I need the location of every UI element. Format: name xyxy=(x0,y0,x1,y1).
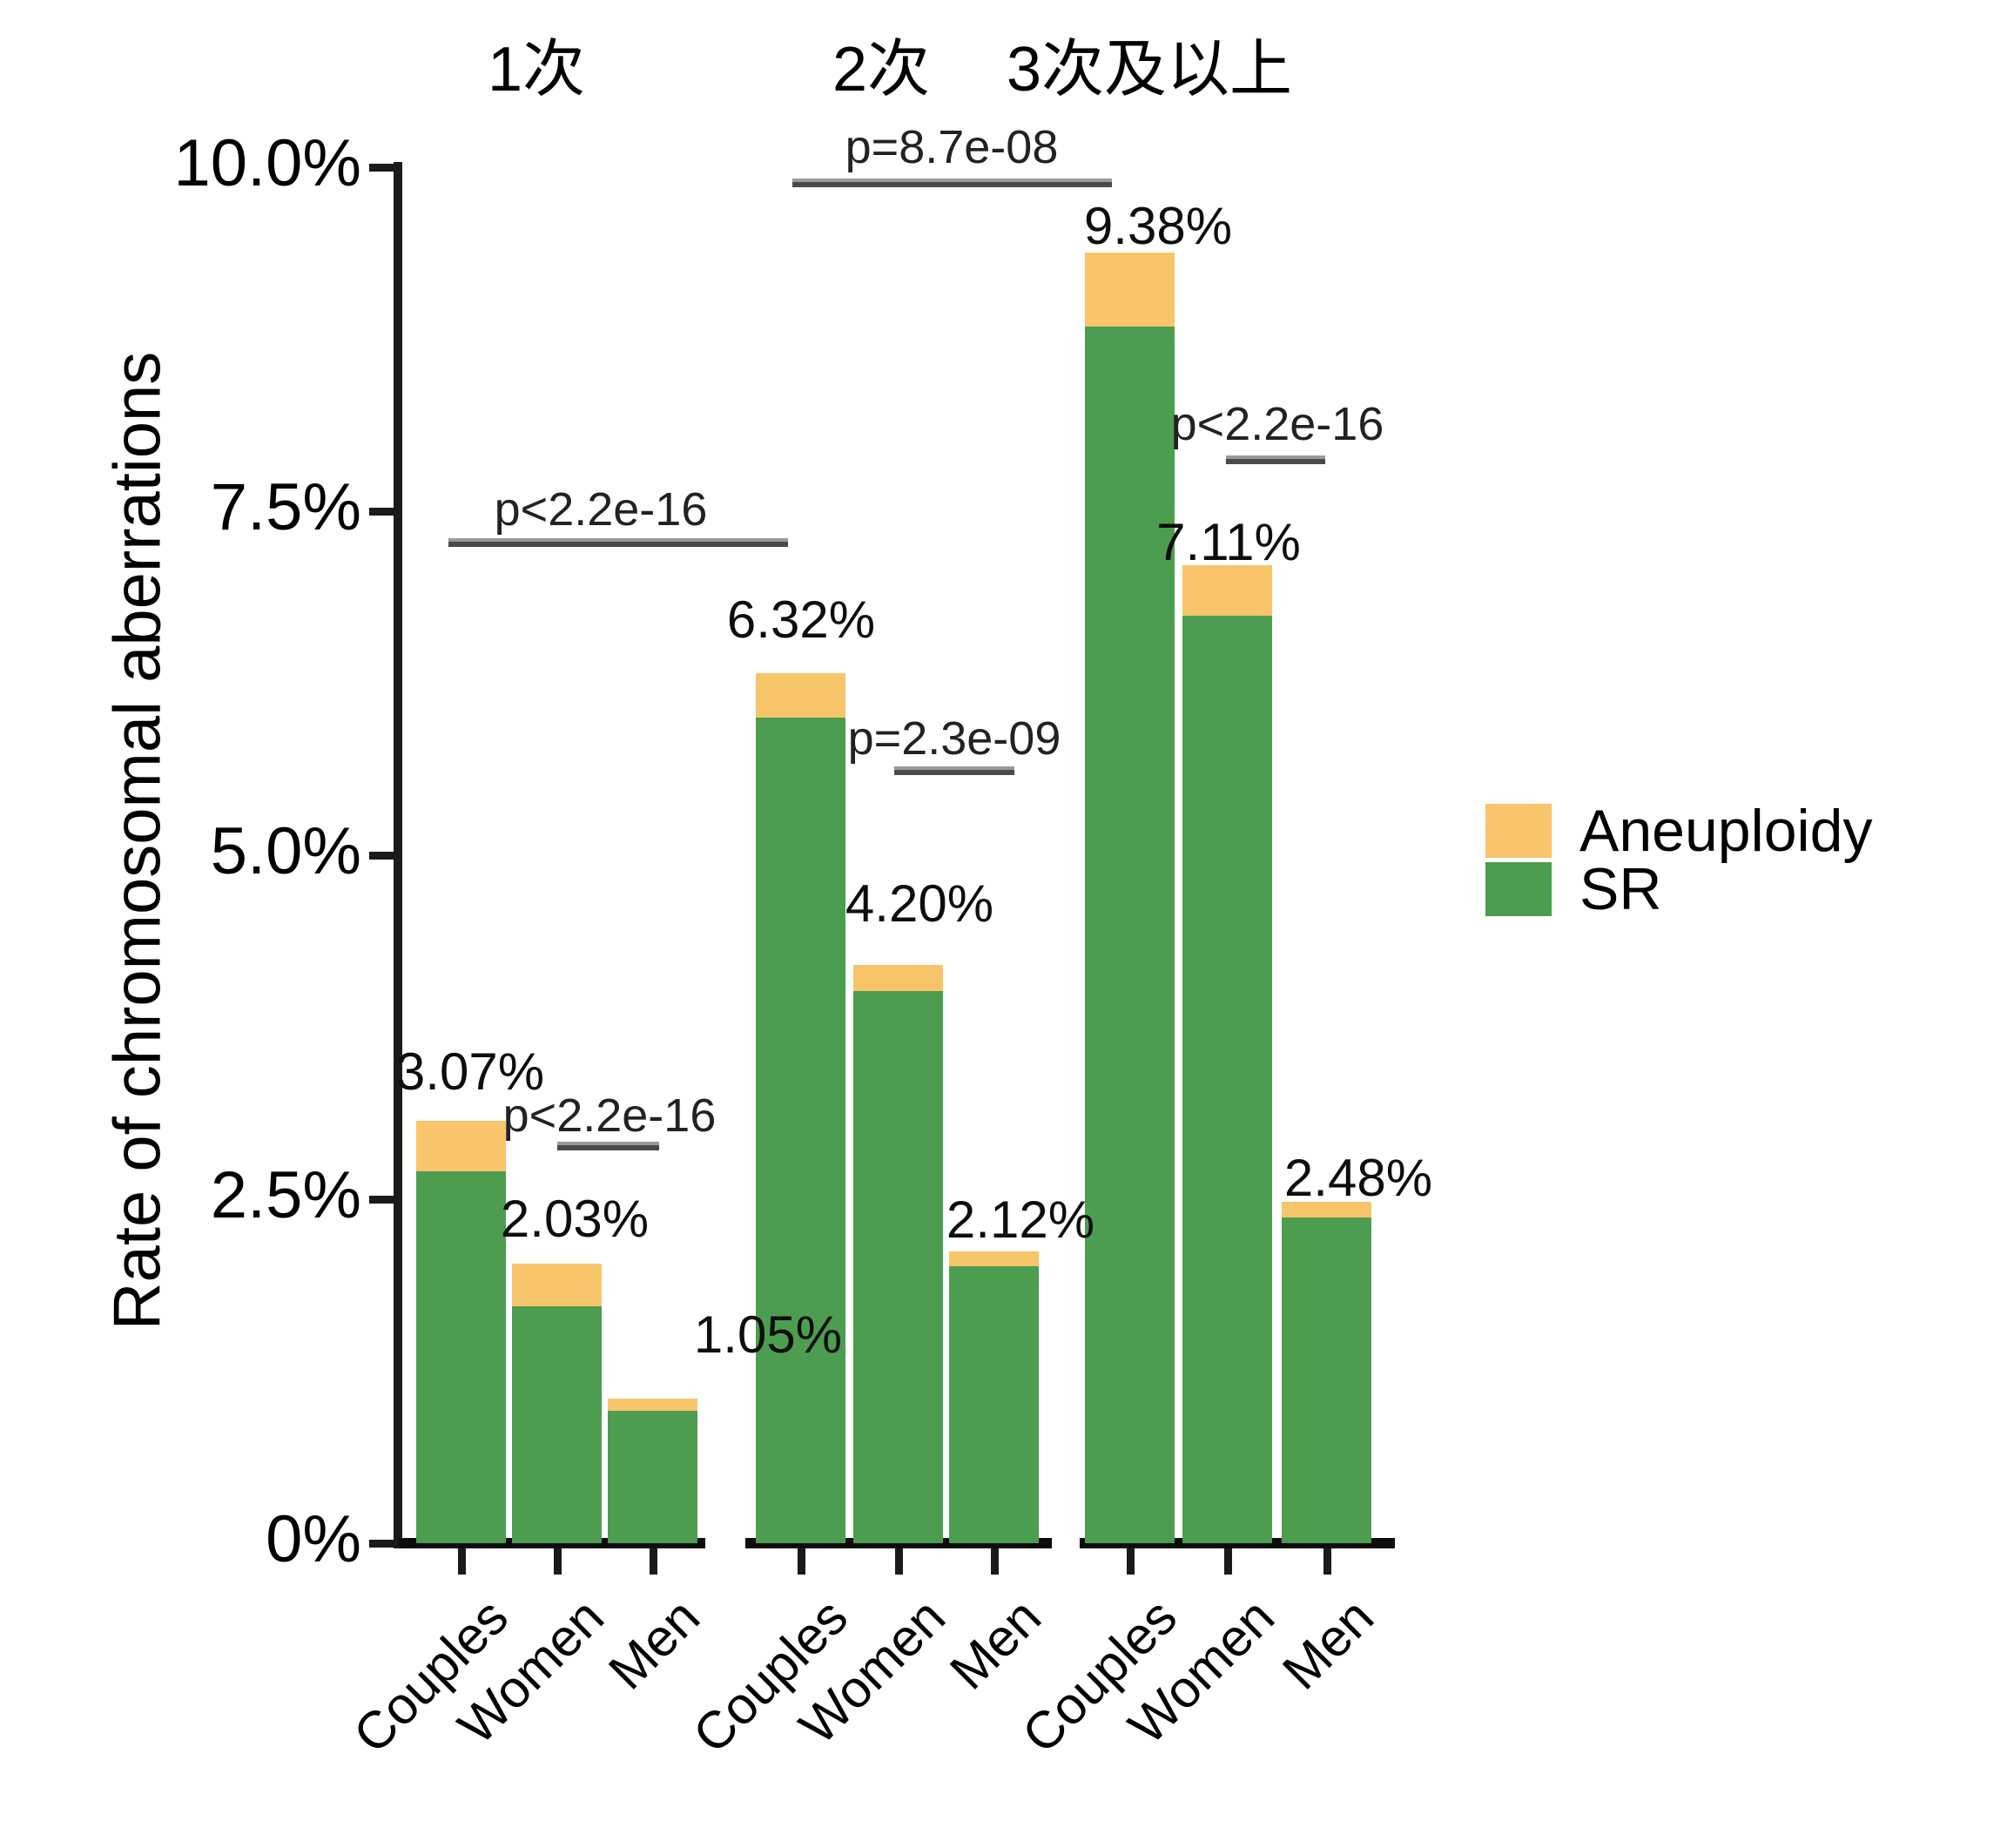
aneuploidy-segment xyxy=(608,1399,697,1411)
x-tick-mark xyxy=(894,1548,903,1575)
p-value-bracket-line xyxy=(894,766,1014,775)
bar-total-label: 2.03% xyxy=(500,1190,650,1248)
sr-segment xyxy=(1085,327,1175,1543)
bar-couples-group1 xyxy=(416,1121,506,1543)
y-tick-mark xyxy=(369,164,394,172)
p-value-bracket-line xyxy=(448,538,788,547)
y-tick-label: 5.0% xyxy=(210,814,361,888)
bar-total-label: 2.48% xyxy=(1283,1149,1433,1207)
sr-segment xyxy=(853,991,943,1543)
bar-total-label: 3.07% xyxy=(395,1042,545,1101)
bar-women-group3 xyxy=(1182,565,1272,1543)
x-tick-mark xyxy=(649,1548,657,1575)
y-axis-line xyxy=(394,162,402,1548)
x-tick-mark xyxy=(797,1548,805,1575)
y-tick-label: 0% xyxy=(266,1502,361,1576)
p-value-bracket-line xyxy=(792,179,1112,187)
sr-segment xyxy=(512,1306,602,1543)
aneuploidy-segment xyxy=(512,1264,602,1306)
sr-segment xyxy=(949,1266,1039,1543)
y-tick-mark xyxy=(369,852,394,860)
bar-total-label: 9.38% xyxy=(1083,197,1233,255)
bar-total-label: 1.05% xyxy=(693,1305,843,1364)
sr-segment xyxy=(1182,616,1272,1543)
y-tick-mark xyxy=(369,1540,394,1548)
y-tick-label: 10.0% xyxy=(173,126,362,200)
y-tick-mark xyxy=(369,508,394,516)
aneuploidy-swatch-icon xyxy=(1485,804,1552,858)
sr-segment xyxy=(416,1171,506,1543)
legend-item-sr: SR xyxy=(1485,855,1661,923)
bar-men-group1 xyxy=(608,1399,697,1543)
y-tick-mark xyxy=(369,1196,394,1204)
bar-men-group3 xyxy=(1282,1202,1371,1543)
p-value-bracket-line xyxy=(1226,455,1325,464)
p-value-label: p=2.3e-09 xyxy=(847,712,1061,765)
bar-women-group1 xyxy=(512,1264,602,1543)
group-header: 3次及以上 xyxy=(1006,35,1293,105)
aneuploidy-segment xyxy=(853,965,943,991)
x-tick-mark xyxy=(1323,1548,1331,1575)
sr-segment xyxy=(1282,1217,1371,1543)
x-tick-mark xyxy=(457,1548,466,1575)
bar-total-label: 2.12% xyxy=(946,1190,1095,1249)
p-value-label: p<2.2e-16 xyxy=(1170,398,1384,450)
x-tick-mark xyxy=(553,1548,562,1575)
bar-total-label: 4.20% xyxy=(845,874,994,933)
p-value-label: p=8.7e-08 xyxy=(845,121,1059,173)
aneuploidy-segment xyxy=(1282,1202,1371,1217)
bar-total-label: 6.32% xyxy=(726,590,876,649)
p-value-label: p<2.2e-16 xyxy=(502,1089,717,1142)
legend-label: Aneuploidy xyxy=(1579,798,1873,864)
group-header: 1次 xyxy=(487,35,586,105)
aneuploidy-segment xyxy=(949,1251,1039,1266)
bar-women-group2 xyxy=(853,965,943,1543)
bar-couples-group3 xyxy=(1085,253,1175,1543)
y-tick-label: 2.5% xyxy=(210,1158,361,1232)
aneuploidy-segment xyxy=(756,673,845,718)
aneuploidy-segment xyxy=(416,1121,506,1171)
legend-label: SR xyxy=(1579,856,1662,922)
group-header: 2次 xyxy=(832,35,931,105)
p-value-bracket-line xyxy=(557,1142,659,1150)
y-tick-label: 7.5% xyxy=(210,470,361,544)
sr-segment xyxy=(608,1411,697,1543)
p-value-label: p<2.2e-16 xyxy=(494,483,708,536)
aneuploidy-segment xyxy=(1182,565,1272,616)
sr-swatch-icon xyxy=(1485,862,1552,916)
bar-men-group2 xyxy=(949,1251,1039,1543)
aneuploidy-segment xyxy=(1085,253,1175,327)
x-tick-mark xyxy=(1223,1548,1232,1575)
sr-segment xyxy=(756,718,845,1543)
x-tick-mark xyxy=(1126,1548,1135,1575)
legend-item-aneuploidy: Aneuploidy xyxy=(1485,797,1872,865)
x-tick-mark xyxy=(990,1548,999,1575)
bar-total-label: 7.11% xyxy=(1156,513,1301,571)
bar-couples-group2 xyxy=(756,673,845,1543)
